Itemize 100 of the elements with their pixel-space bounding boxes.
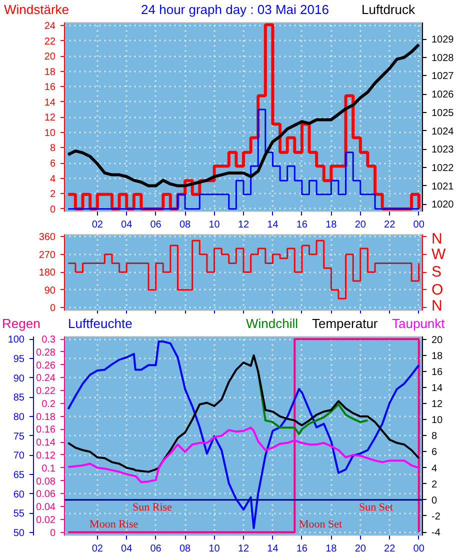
y3-tick-label: 6 xyxy=(432,447,438,458)
x-tick-label: 22 xyxy=(384,544,396,554)
y-axis-title: Windstärke xyxy=(4,1,70,19)
y2-tick-label: 0.06 xyxy=(36,489,56,500)
series-label: Luftfeuchte xyxy=(68,315,132,333)
x-tick-label: 10 xyxy=(208,544,220,554)
y2-tick-label: 0.24 xyxy=(36,373,56,384)
y-tick-label: 2 xyxy=(50,189,56,200)
x-tick-label: 22 xyxy=(384,220,396,230)
y3-tick-label: 10 xyxy=(432,415,444,426)
y-tick-label: 18 xyxy=(44,66,56,78)
y3-tick-label: 16 xyxy=(432,366,444,378)
y2-tick-label: 1021 xyxy=(432,181,454,192)
y2-tick-label: 1027 xyxy=(432,71,454,82)
y3-tick-label: 14 xyxy=(432,382,444,394)
y-tick-label: 0 xyxy=(50,204,56,216)
y2-tick-label: 0.04 xyxy=(36,502,56,514)
y2-tick-label: 0.02 xyxy=(36,514,56,526)
y2-tick-label: 0.08 xyxy=(36,476,56,488)
x-tick-label: 18 xyxy=(326,220,338,230)
y3-tick-label: -2 xyxy=(432,511,441,522)
y3-tick-label: 18 xyxy=(432,350,444,362)
y2-tick-label: 0.12 xyxy=(36,450,56,462)
x-tick-label: 02 xyxy=(92,544,104,554)
y-tick-label: 180 xyxy=(38,268,56,279)
y3-tick-label: 2 xyxy=(432,479,438,490)
x-tick-label: 04 xyxy=(121,220,133,230)
y2-tick-label: 1029 xyxy=(432,34,454,46)
y2-tick-label: 1022 xyxy=(432,162,454,174)
y-tick-label: 90 xyxy=(13,373,25,384)
y-tick-label: 24 xyxy=(44,21,56,32)
y2-tick-label: 0.28 xyxy=(36,347,56,358)
x-tick-label: 02 xyxy=(92,220,104,230)
x-tick-label: 14 xyxy=(267,220,279,230)
y3-tick-label: 0 xyxy=(432,495,438,506)
y-tick-label: 10 xyxy=(44,128,56,139)
x-tick-label: 12 xyxy=(238,544,250,554)
x-tick-label: 18 xyxy=(326,544,338,554)
y3-tick-label: -4 xyxy=(432,528,441,539)
y2-tick-label: 0.26 xyxy=(36,360,56,372)
y2-tick-label: 0.18 xyxy=(36,412,56,423)
x-tick-label: 14 xyxy=(267,544,279,554)
text: N xyxy=(432,298,442,314)
y-tick-label: 85 xyxy=(13,392,25,404)
x-tick-label: 16 xyxy=(296,220,308,230)
y2-tick-label: 0.3 xyxy=(42,334,56,346)
x-tick-label: 08 xyxy=(179,544,192,554)
chart-title: 24 hour graph day : 03 Mai 2016 xyxy=(141,2,329,17)
y-tick-label: 70 xyxy=(13,450,25,462)
text: O xyxy=(432,281,444,298)
y-tick-label: 16 xyxy=(44,82,56,94)
annotation: Sun Set xyxy=(359,502,393,514)
line-series xyxy=(67,426,420,484)
text: Regen xyxy=(2,315,40,333)
y-tick-label: 95 xyxy=(13,354,25,366)
y2-tick-label: 1023 xyxy=(432,144,454,156)
text: W xyxy=(432,246,446,263)
y2-tick-label: 0.22 xyxy=(36,386,56,398)
y-tick-label: 14 xyxy=(44,97,56,108)
y2-tick-label: 1028 xyxy=(432,52,454,64)
x-tick-label: 20 xyxy=(354,544,366,554)
y-tick-label: 55 xyxy=(13,508,25,520)
y-tick-label: 22 xyxy=(44,36,56,48)
text: S xyxy=(432,264,442,281)
y2-axis-title: Luftdruck xyxy=(362,1,415,19)
y-tick-label: 75 xyxy=(13,431,25,442)
y-tick-label: 360 xyxy=(38,232,56,244)
y-tick-label: 12 xyxy=(44,112,56,124)
annotation: Sun Rise xyxy=(132,502,172,514)
y-tick-label: 100 xyxy=(8,334,25,346)
y2-tick-label: 0.2 xyxy=(42,398,56,410)
y3-tick-label: 20 xyxy=(432,334,444,346)
x-tick-label: 16 xyxy=(296,544,308,554)
y3-tick-label: 4 xyxy=(432,463,438,474)
annotation: Moon Rise xyxy=(90,518,138,531)
x-tick-label: 00 xyxy=(413,544,425,554)
y-tick-label: 4 xyxy=(50,174,56,185)
y-tick-label: 80 xyxy=(13,412,25,423)
y2-tick-label: 0.14 xyxy=(36,438,56,449)
y3-tick-label: 8 xyxy=(432,431,438,442)
x-tick-label: 06 xyxy=(150,544,162,554)
y2-tick-label: 1020 xyxy=(432,200,454,211)
y-tick-label: 65 xyxy=(13,470,25,481)
y-tick-label: 8 xyxy=(50,143,56,154)
y-tick-label: 60 xyxy=(13,489,25,500)
y2-tick-label: 1024 xyxy=(432,126,454,138)
y3-tick-label: 12 xyxy=(432,399,444,410)
y-tick-label: 50 xyxy=(13,528,25,539)
x-tick-label: 10 xyxy=(208,220,220,230)
x-tick-label: 00 xyxy=(413,220,425,230)
x-tick-label: 08 xyxy=(179,220,192,230)
annotation: Moon Set xyxy=(298,518,342,531)
y2-tick-label: 0.16 xyxy=(36,424,56,436)
text: Temperatur xyxy=(312,315,378,333)
line-series xyxy=(67,354,420,473)
y2-tick-label: 1025 xyxy=(432,108,454,119)
y-tick-label: 90 xyxy=(44,285,56,296)
y2-tick-label: 0.1 xyxy=(42,463,56,474)
y-tick-label: 270 xyxy=(38,250,56,261)
text: Taupunkt xyxy=(392,315,445,333)
